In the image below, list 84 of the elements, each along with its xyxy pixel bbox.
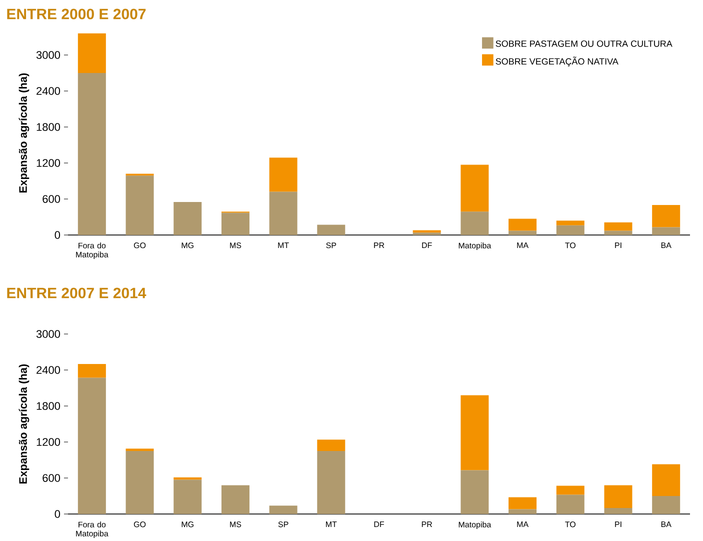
- x-tick-label: MT: [326, 522, 337, 528]
- bar: [78, 364, 106, 378]
- y-axis-title: Expansão agrícola (ha): [18, 73, 30, 192]
- bar: [126, 448, 154, 452]
- x-tick-label: GO: [134, 242, 146, 248]
- bar: [604, 222, 632, 231]
- y-tick-label: 1200: [36, 438, 60, 446]
- x-tick-label: PI: [615, 522, 622, 528]
- bar: [556, 225, 584, 236]
- x-tick-label: SP: [326, 242, 336, 248]
- y-tick-label: 2400: [36, 366, 60, 374]
- x-tick-label: PI: [615, 242, 622, 248]
- bar: [174, 202, 202, 236]
- y-tick-label: 1800: [36, 402, 60, 410]
- chart-title: ENTRE 2007 E 2014: [7, 288, 146, 298]
- bar: [174, 480, 202, 514]
- y-tick-label: 3000: [36, 330, 60, 338]
- bar: [221, 485, 250, 514]
- bar: [269, 506, 298, 514]
- bar: [460, 212, 489, 236]
- x-tick-label: MT: [278, 242, 289, 248]
- bar: [652, 496, 680, 514]
- y-tick-label: 600: [42, 195, 60, 203]
- y-tick-label: 2400: [36, 87, 60, 95]
- legend-label: SOBRE VEGETAÇÃO NATIVA: [496, 56, 618, 66]
- bar: [78, 378, 106, 514]
- bar: [78, 33, 106, 73]
- bar: [269, 192, 298, 236]
- y-tick-label: 1200: [36, 159, 60, 167]
- bar: [556, 486, 584, 495]
- bar: [652, 205, 680, 228]
- chart-title: ENTRE 2000 E 2007: [7, 8, 146, 20]
- x-tick-label: Fora do Matopiba: [76, 242, 108, 259]
- x-tick-label: Matopiba: [458, 242, 492, 250]
- bar: [317, 451, 346, 514]
- x-tick-label: Fora do Matopiba: [76, 522, 108, 538]
- y-tick-label: 600: [42, 474, 60, 482]
- x-tick-label: MG: [182, 242, 194, 248]
- x-tick-label: MA: [517, 242, 529, 248]
- y-tick-label: 1800: [36, 123, 60, 131]
- x-tick-label: BA: [661, 522, 672, 528]
- x-tick-label: DF: [422, 242, 432, 248]
- bar: [556, 220, 584, 226]
- x-tick-label: SP: [278, 522, 288, 528]
- x-tick-label: PR: [422, 522, 432, 528]
- bar: [460, 470, 489, 514]
- bar: [126, 451, 154, 514]
- y-axis-title: Expansão agrícola (ha): [18, 364, 30, 484]
- x-tick-label: PR: [374, 242, 384, 248]
- x-tick-label: TO: [565, 242, 576, 248]
- bar: [412, 232, 441, 236]
- x-tick-label: MA: [517, 522, 529, 528]
- y-tick-label: 0: [54, 510, 60, 518]
- bar: [412, 230, 441, 233]
- bar: [460, 395, 489, 470]
- x-tick-label: MG: [182, 522, 194, 528]
- bar: [604, 508, 632, 514]
- bar: [508, 218, 537, 231]
- bar: [317, 440, 346, 452]
- bar: [269, 158, 298, 192]
- bar: [508, 230, 537, 236]
- bar: [78, 73, 106, 236]
- x-tick-label: DF: [374, 522, 384, 528]
- bar: [508, 497, 537, 510]
- bar: [508, 509, 537, 514]
- bar: [604, 485, 632, 508]
- bar: [556, 494, 584, 514]
- y-tick-label: 0: [54, 231, 60, 239]
- x-tick-label: BA: [661, 242, 672, 248]
- x-tick-label: TO: [565, 522, 576, 528]
- bar: [652, 227, 680, 236]
- bar: [126, 176, 154, 236]
- bar: [604, 230, 632, 236]
- x-tick-label: MS: [230, 522, 242, 528]
- bar: [174, 477, 202, 480]
- x-tick-label: MS: [230, 242, 242, 248]
- legend-label: SOBRE PASTAGEM OU OUTRA CULTURA: [496, 40, 672, 47]
- bar: [221, 212, 250, 236]
- bar: [652, 464, 680, 496]
- y-tick-label: 3000: [36, 51, 60, 59]
- bar: [317, 224, 346, 236]
- x-tick-label: Matopiba: [458, 522, 492, 529]
- bar: [460, 164, 489, 212]
- x-tick-label: GO: [134, 522, 146, 528]
